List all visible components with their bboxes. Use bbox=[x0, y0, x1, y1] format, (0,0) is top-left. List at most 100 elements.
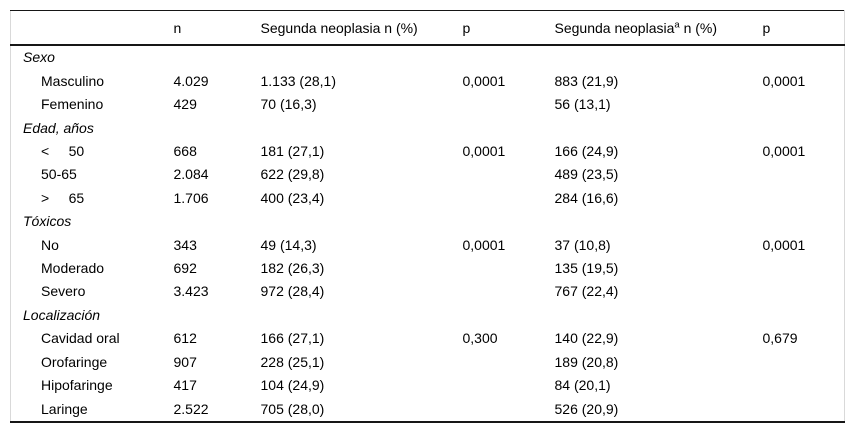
cell-p-2: 0,679 bbox=[762, 330, 798, 347]
cell-n: 3.423 bbox=[173, 283, 209, 300]
group-label: Sexo bbox=[23, 49, 55, 66]
cell-segunda-neoplasia: 228 (25,1) bbox=[260, 353, 325, 370]
cell-n: 343 bbox=[173, 236, 197, 253]
cell-n: 429 bbox=[173, 96, 197, 113]
cell-p-2 bbox=[763, 374, 845, 397]
cell-segunda-neoplasia-a: 767 (22,4) bbox=[554, 283, 619, 300]
table-row-laringe: Laringe 2.522 705 (28,0) 526 (20,9) bbox=[11, 397, 845, 422]
cell-segunda-neoplasia: 622 (29,8) bbox=[260, 166, 325, 183]
cell-p-2 bbox=[763, 397, 845, 422]
cell-p-2 bbox=[763, 351, 845, 374]
table-row-femenino: Femenino 429 70 (16,3) 56 (13,1) bbox=[11, 93, 845, 116]
header-p-1: p bbox=[462, 10, 555, 46]
cell-p-2 bbox=[763, 93, 845, 116]
cell-n: 692 bbox=[173, 260, 197, 277]
table-row-moderado: Moderado 692 182 (26,3) 135 (19,5) bbox=[11, 257, 845, 280]
cell-n: 668 bbox=[173, 142, 197, 159]
cell-segunda-neoplasia-a: 135 (19,5) bbox=[554, 260, 619, 277]
table-row-no: No 343 49 (14,3) 0,0001 37 (10,8) 0,0001 bbox=[11, 233, 845, 256]
header-segunda-neoplasia-a: Segunda neoplasiaa n (%) bbox=[554, 10, 763, 46]
cell-segunda-neoplasia: 1.133 (28,1) bbox=[260, 72, 337, 89]
group-row-edad: Edad, años bbox=[11, 116, 845, 139]
table-row-severo: Severo 3.423 972 (28,4) 767 (22,4) bbox=[11, 280, 845, 303]
cell-p-1 bbox=[463, 351, 555, 374]
cell-p-1: 0,0001 bbox=[462, 142, 506, 159]
group-label: Localización bbox=[23, 306, 101, 323]
row-label: < 50 bbox=[41, 142, 85, 159]
cell-p-1 bbox=[463, 397, 555, 422]
cell-n: 1.706 bbox=[173, 189, 209, 206]
group-row-sexo: Sexo bbox=[11, 45, 845, 69]
cell-p-1: 0,0001 bbox=[462, 72, 506, 89]
header-p-2: p bbox=[762, 10, 845, 46]
row-label: Severo bbox=[41, 283, 86, 300]
row-label: Masculino bbox=[41, 72, 105, 89]
cell-segunda-neoplasia-a: 37 (10,8) bbox=[554, 236, 611, 253]
cell-segunda-neoplasia-a: 189 (20,8) bbox=[554, 353, 619, 370]
cell-p-1 bbox=[463, 93, 555, 116]
cell-p-2 bbox=[763, 187, 845, 210]
cell-segunda-neoplasia: 400 (23,4) bbox=[260, 189, 325, 206]
cell-segunda-neoplasia: 70 (16,3) bbox=[260, 96, 317, 113]
cell-segunda-neoplasia: 166 (27,1) bbox=[260, 330, 325, 347]
group-row-localizacion: Localización bbox=[11, 304, 845, 327]
cell-n: 417 bbox=[173, 377, 197, 394]
cell-p-2: 0,0001 bbox=[762, 236, 806, 253]
cell-p-2 bbox=[763, 163, 845, 186]
cell-p-2 bbox=[763, 257, 845, 280]
table-row-orofaringe: Orofaringe 907 228 (25,1) 189 (20,8) bbox=[11, 351, 845, 374]
row-label: No bbox=[41, 236, 59, 253]
table-row-50-65: 50-65 2.084 622 (29,8) 489 (23,5) bbox=[11, 163, 845, 186]
cell-segunda-neoplasia-a: 140 (22,9) bbox=[554, 330, 619, 347]
row-label: > 65 bbox=[41, 189, 85, 206]
cell-segunda-neoplasia: 705 (28,0) bbox=[260, 400, 325, 417]
cell-segunda-neoplasia-a: 166 (24,9) bbox=[554, 142, 619, 159]
cell-n: 907 bbox=[173, 353, 197, 370]
cell-segunda-neoplasia-a: 284 (16,6) bbox=[554, 189, 619, 206]
cell-segunda-neoplasia: 104 (24,9) bbox=[260, 377, 325, 394]
cell-p-1 bbox=[463, 280, 555, 303]
cell-p-2: 0,0001 bbox=[762, 142, 806, 159]
cell-n: 4.029 bbox=[173, 72, 209, 89]
cell-segunda-neoplasia-a: 883 (21,9) bbox=[554, 72, 619, 89]
cell-n: 612 bbox=[173, 330, 197, 347]
group-row-toxicos: Tóxicos bbox=[11, 210, 845, 233]
header-n: n bbox=[173, 10, 261, 46]
cell-segunda-neoplasia: 972 (28,4) bbox=[260, 283, 325, 300]
segunda-neoplasia-table: n Segunda neoplasia n (%) p Segunda neop… bbox=[10, 10, 845, 423]
cell-p-2 bbox=[763, 280, 845, 303]
table-row-masculino: Masculino 4.029 1.133 (28,1) 0,0001 883 … bbox=[11, 69, 845, 92]
table-row-cavidad-oral: Cavidad oral 612 166 (27,1) 0,300 140 (2… bbox=[11, 327, 845, 350]
cell-n: 2.522 bbox=[173, 400, 209, 417]
cell-p-1: 0,0001 bbox=[462, 236, 506, 253]
row-label: 50-65 bbox=[41, 166, 77, 183]
group-label: Edad, años bbox=[23, 119, 94, 136]
row-label: Orofaringe bbox=[41, 353, 108, 370]
header-row: n Segunda neoplasia n (%) p Segunda neop… bbox=[10, 10, 845, 46]
cell-segunda-neoplasia: 49 (14,3) bbox=[260, 236, 317, 253]
header-sna-superscript-a: a bbox=[674, 18, 680, 30]
cell-segunda-neoplasia-a: 489 (23,5) bbox=[554, 166, 619, 183]
row-label: Laringe bbox=[41, 400, 88, 417]
cell-n: 2.084 bbox=[173, 166, 209, 183]
cell-segunda-neoplasia: 182 (26,3) bbox=[260, 260, 325, 277]
row-label: Femenino bbox=[41, 96, 104, 113]
header-empty-cell bbox=[10, 10, 174, 46]
cell-segunda-neoplasia-a: 56 (13,1) bbox=[554, 96, 611, 113]
cell-p-1 bbox=[463, 257, 555, 280]
row-label: Moderado bbox=[41, 260, 105, 277]
table-row-menor-50: < 50 668 181 (27,1) 0,0001 166 (24,9) 0,… bbox=[11, 140, 845, 163]
cell-segunda-neoplasia-a: 526 (20,9) bbox=[554, 400, 619, 417]
cell-segunda-neoplasia: 181 (27,1) bbox=[260, 142, 325, 159]
table-row-mayor-65: > 65 1.706 400 (23,4) 284 (16,6) bbox=[11, 187, 845, 210]
row-label: Cavidad oral bbox=[41, 330, 120, 347]
group-label: Tóxicos bbox=[23, 213, 72, 230]
header-sna-text: Segunda neoplasia bbox=[554, 19, 675, 36]
row-label: Hipofaringe bbox=[41, 377, 113, 394]
table-row-hipofaringe: Hipofaringe 417 104 (24,9) 84 (20,1) bbox=[11, 374, 845, 397]
cell-p-2: 0,0001 bbox=[762, 72, 806, 89]
cell-p-1 bbox=[463, 187, 555, 210]
header-segunda-neoplasia: Segunda neoplasia n (%) bbox=[260, 10, 463, 46]
cell-p-1 bbox=[463, 163, 555, 186]
